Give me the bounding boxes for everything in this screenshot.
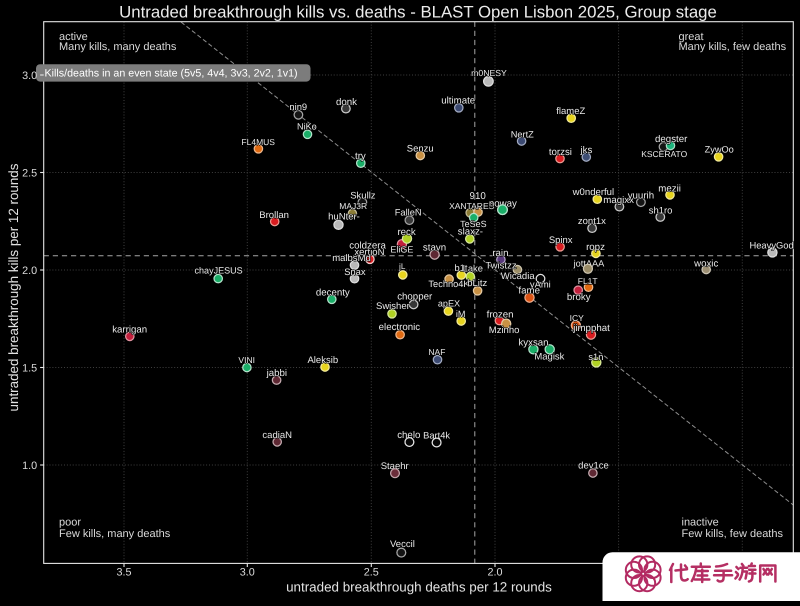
- svg-text:stavn: stavn: [423, 243, 446, 254]
- svg-text:huNter-: huNter-: [328, 212, 360, 223]
- svg-text:Few kills, many deaths: Few kills, many deaths: [59, 528, 171, 540]
- svg-text:cadiaN: cadiaN: [262, 430, 292, 441]
- svg-text:Spinx: Spinx: [549, 235, 573, 246]
- svg-text:woxic: woxic: [693, 259, 718, 270]
- svg-text:iM: iM: [456, 309, 466, 319]
- svg-text:ultimate: ultimate: [441, 95, 475, 106]
- svg-text:2.5: 2.5: [22, 167, 37, 179]
- svg-text:coldzera: coldzera: [349, 240, 386, 251]
- svg-text:FL4MUS: FL4MUS: [241, 137, 275, 147]
- svg-text:electronic: electronic: [379, 322, 421, 333]
- svg-text:Twistzz: Twistzz: [485, 261, 516, 272]
- svg-text:jimpphat: jimpphat: [572, 323, 610, 334]
- svg-text:2.0: 2.0: [487, 567, 502, 579]
- svg-text:1.0: 1.0: [22, 460, 37, 472]
- svg-text:Techno4K: Techno4K: [428, 279, 470, 289]
- svg-text:3.5: 3.5: [116, 567, 131, 579]
- svg-text:Senzu: Senzu: [407, 143, 434, 154]
- svg-text:fame: fame: [518, 285, 540, 296]
- svg-text:Mzinho: Mzinho: [489, 325, 520, 336]
- svg-text:FalleN: FalleN: [395, 208, 422, 218]
- svg-text:ZywOo: ZywOo: [705, 144, 734, 154]
- svg-text:Many kills, many deaths: Many kills, many deaths: [59, 41, 177, 53]
- svg-text:slaxz-: slaxz-: [458, 227, 483, 238]
- svg-text:Kills/deaths in an even state: Kills/deaths in an even state (5v5, 4v4,…: [45, 68, 298, 80]
- svg-text:Few kills, few deaths: Few kills, few deaths: [682, 528, 784, 540]
- svg-text:NertZ: NertZ: [511, 129, 534, 139]
- svg-text:dev1ce: dev1ce: [578, 461, 609, 472]
- svg-text:jabbi: jabbi: [266, 368, 287, 379]
- svg-text:Aleksib: Aleksib: [307, 355, 338, 366]
- svg-text:karrigan: karrigan: [112, 325, 147, 336]
- svg-text:nin9: nin9: [289, 101, 307, 112]
- svg-text:ropz: ropz: [586, 242, 605, 253]
- svg-text:Skullz: Skullz: [350, 190, 376, 201]
- svg-text:degster: degster: [655, 134, 688, 145]
- svg-text:Lake: Lake: [463, 263, 483, 274]
- svg-text:reck: reck: [397, 227, 415, 238]
- svg-text:untraded breakthrough kills pe: untraded breakthrough kills per 12 round…: [6, 163, 21, 411]
- svg-text:1.5: 1.5: [22, 362, 37, 374]
- svg-text:frozen: frozen: [487, 309, 514, 320]
- svg-text:mezii: mezii: [658, 184, 681, 195]
- svg-text:chayJESUS: chayJESUS: [195, 266, 243, 276]
- svg-text:donk: donk: [336, 97, 357, 108]
- svg-text:try: try: [355, 151, 366, 162]
- svg-text:s1n: s1n: [588, 352, 603, 362]
- svg-text:kyxsan: kyxsan: [518, 338, 548, 349]
- svg-text:Brollan: Brollan: [259, 210, 289, 221]
- svg-text:910: 910: [470, 191, 487, 202]
- svg-text:decenty: decenty: [316, 288, 350, 299]
- svg-text:Swisher: Swisher: [376, 301, 411, 312]
- svg-text:jL: jL: [398, 262, 406, 271]
- svg-text:broky: broky: [567, 292, 591, 303]
- svg-text:2.5: 2.5: [364, 567, 379, 579]
- svg-text:2.0: 2.0: [22, 265, 37, 277]
- svg-text:jks: jks: [579, 145, 592, 156]
- svg-text:Snax: Snax: [344, 266, 366, 277]
- svg-text:ICY: ICY: [570, 313, 585, 323]
- svg-text:EliGE: EliGE: [390, 245, 413, 255]
- svg-text:MAJ3R: MAJ3R: [339, 201, 367, 211]
- svg-text:m0NESY: m0NESY: [471, 68, 507, 78]
- svg-text:zont1x: zont1x: [578, 216, 606, 227]
- svg-text:torzsi: torzsi: [549, 147, 572, 158]
- svg-text:KSCERATO: KSCERATO: [641, 149, 687, 159]
- svg-text:yuurih: yuurih: [628, 191, 654, 202]
- svg-text:poor: poor: [59, 517, 81, 529]
- svg-text:flameZ: flameZ: [556, 106, 585, 117]
- svg-text:sh1ro: sh1ro: [649, 205, 673, 216]
- svg-text:Wicadia: Wicadia: [501, 271, 536, 282]
- svg-text:3.0: 3.0: [22, 70, 37, 82]
- svg-text:untraded breakthrough deaths p: untraded breakthrough deaths per 12 roun…: [286, 580, 552, 595]
- svg-text:inactive: inactive: [682, 517, 719, 529]
- svg-text:Untraded breakthrough kills vs: Untraded breakthrough kills vs. deaths -…: [119, 3, 717, 22]
- svg-text:VINI: VINI: [238, 355, 255, 365]
- svg-text:XANTARES: XANTARES: [449, 201, 495, 211]
- svg-text:NAF: NAF: [428, 347, 445, 357]
- svg-text:apEX: apEX: [438, 299, 460, 309]
- svg-text:FL1T: FL1T: [578, 276, 598, 286]
- svg-text:bLitz: bLitz: [467, 278, 487, 289]
- svg-text:NiKo: NiKo: [297, 121, 317, 131]
- svg-text:malbsMd: malbsMd: [332, 253, 371, 264]
- svg-text:3.0: 3.0: [240, 567, 255, 579]
- svg-text:rain: rain: [492, 248, 508, 259]
- svg-text:Magisk: Magisk: [534, 351, 564, 362]
- svg-text:Many kills, few deaths: Many kills, few deaths: [679, 41, 787, 53]
- svg-text:HeavyGod: HeavyGod: [749, 240, 793, 251]
